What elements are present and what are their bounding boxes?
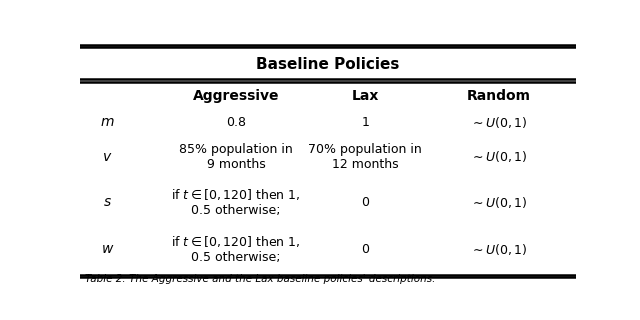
Text: $\sim U(0,1)$: $\sim U(0,1)$: [470, 195, 528, 210]
Text: $\sim U(0,1)$: $\sim U(0,1)$: [470, 242, 528, 257]
Text: $\sim U(0,1)$: $\sim U(0,1)$: [470, 149, 528, 164]
Text: if $t \in [0, 120]$ then 1,
0.5 otherwise;: if $t \in [0, 120]$ then 1, 0.5 otherwis…: [172, 187, 301, 217]
Text: $s$: $s$: [103, 195, 112, 209]
Text: $\sim U(0,1)$: $\sim U(0,1)$: [470, 115, 528, 130]
Text: 0: 0: [361, 196, 369, 209]
Text: Table 2: The Aggressive and the Lax baseline policies' descriptions.: Table 2: The Aggressive and the Lax base…: [85, 274, 435, 284]
Text: $w$: $w$: [100, 242, 114, 256]
Text: 0: 0: [361, 243, 369, 256]
Text: Random: Random: [467, 89, 531, 103]
Text: Aggressive: Aggressive: [193, 89, 280, 103]
Text: $m$: $m$: [100, 115, 115, 129]
Text: 70% population in
12 months: 70% population in 12 months: [308, 143, 422, 171]
Text: 0.8: 0.8: [227, 116, 246, 129]
Text: Baseline Policies: Baseline Policies: [256, 57, 400, 72]
Text: 1: 1: [361, 116, 369, 129]
Text: $v$: $v$: [102, 150, 113, 164]
Text: if $t \in [0, 120]$ then 1,
0.5 otherwise;: if $t \in [0, 120]$ then 1, 0.5 otherwis…: [172, 234, 301, 264]
Text: 85% population in
9 months: 85% population in 9 months: [179, 143, 293, 171]
Text: Lax: Lax: [351, 89, 379, 103]
